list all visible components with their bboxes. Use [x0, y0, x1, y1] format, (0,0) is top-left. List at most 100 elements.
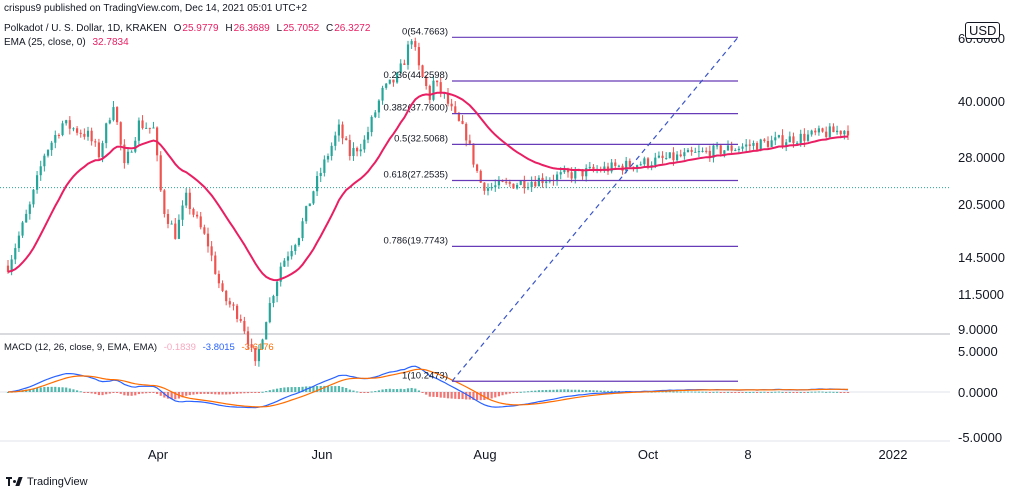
macd-histogram-bar — [697, 391, 700, 393]
macd-histogram-bar — [199, 392, 202, 394]
low-label: L — [276, 23, 283, 34]
candle-body — [221, 283, 224, 291]
macd-histogram-bar — [101, 392, 104, 396]
macd-histogram-bar — [846, 392, 850, 393]
macd-histogram-bar — [781, 391, 784, 393]
candle-body — [497, 180, 500, 186]
macd-histogram-bar — [705, 391, 708, 393]
candle-body — [177, 219, 180, 239]
macd-tick-label: 0.0000 — [958, 385, 998, 400]
candle-body — [192, 208, 195, 215]
candle-body — [745, 144, 748, 147]
fib-level-label: 0.5(32.5068) — [394, 133, 448, 144]
candle-body — [214, 255, 217, 274]
candle-body — [46, 150, 50, 156]
macd-histogram-bar — [283, 387, 286, 392]
macd-histogram-bar — [243, 392, 246, 394]
macd-histogram-bar — [472, 392, 475, 400]
currency-badge[interactable]: USD — [965, 22, 1001, 39]
macd-histogram-bar — [588, 390, 591, 392]
macd-line-value: -3.8015 — [202, 342, 235, 353]
macd-histogram-bar — [559, 389, 562, 392]
macd-histogram-bar — [756, 392, 759, 393]
candle-body — [410, 41, 413, 45]
candle-body — [326, 155, 330, 160]
candle-body — [505, 181, 508, 183]
macd-histogram-bar — [214, 392, 217, 395]
candle-body — [148, 127, 151, 129]
macd-histogram-bar — [606, 390, 610, 392]
macd-histogram-bar — [272, 389, 275, 392]
candle-body — [639, 164, 642, 166]
macd-histogram-bar — [570, 389, 573, 392]
candle-body — [366, 132, 370, 140]
candle-body — [719, 145, 722, 154]
macd-histogram-bar — [763, 391, 766, 393]
candle-body — [199, 216, 202, 228]
candle-body — [239, 318, 242, 321]
footer-brand[interactable]: TradingView — [6, 476, 88, 488]
candle-body — [203, 227, 206, 234]
macd-histogram-bar — [86, 392, 90, 393]
macd-histogram-bar — [330, 386, 333, 392]
candle-body — [90, 130, 93, 142]
candle-body — [806, 134, 810, 141]
macd-histogram-bar — [443, 392, 446, 398]
macd-histogram-bar — [399, 388, 402, 392]
candle-body — [374, 112, 377, 117]
macd-histogram-bar — [152, 392, 155, 393]
macd-histogram-bar — [843, 392, 846, 393]
macd-histogram-bar — [217, 392, 220, 395]
macd-histogram-bar — [534, 390, 537, 392]
macd-histogram-bar — [228, 392, 231, 395]
macd-histogram-bar — [388, 388, 391, 392]
macd-histogram-bar — [716, 391, 719, 393]
macd-histogram-bar — [541, 390, 544, 392]
macd-histogram-bar — [734, 392, 737, 393]
ema-legend: EMA (25, close, 0) 32.7834 — [4, 37, 129, 48]
candle-body — [363, 139, 366, 150]
candle-body — [476, 164, 479, 171]
macd-histogram-bar — [454, 392, 457, 399]
macd-histogram-bar — [828, 391, 831, 393]
macd-histogram-bar — [686, 391, 690, 393]
candle-body — [766, 141, 770, 147]
candle-body — [628, 160, 631, 167]
candle-body — [774, 137, 777, 141]
macd-histogram-bar — [457, 392, 460, 400]
candle-body — [123, 144, 126, 164]
candle-body — [585, 168, 588, 177]
candle-body — [796, 142, 799, 144]
macd-histogram-bar — [766, 392, 770, 393]
macd-histogram-bar — [585, 390, 588, 392]
macd-histogram-bar — [192, 392, 195, 395]
fib-level-label: 0.382(37.7600) — [384, 103, 448, 114]
macd-histogram-bar — [599, 390, 602, 392]
macd-histogram-bar — [72, 389, 75, 392]
macd-histogram-bar — [428, 392, 431, 397]
macd-histogram-bar — [526, 391, 530, 393]
candle-body — [359, 149, 362, 152]
macd-histogram-bar — [206, 392, 210, 394]
fib-level-label: 0.236(44.2598) — [384, 70, 448, 81]
candle-body — [246, 331, 250, 345]
macd-histogram-bar — [366, 392, 370, 393]
candle-body — [748, 144, 751, 146]
high-value: 26.3689 — [233, 23, 270, 34]
macd-tick-label: 5.0000 — [958, 344, 998, 359]
macd-histogram-bar — [552, 389, 555, 392]
macd-histogram-bar — [672, 391, 675, 393]
fib-level-label: 0(54.7663) — [402, 26, 448, 37]
macd-histogram-bar — [614, 390, 617, 392]
candle-body — [690, 149, 693, 152]
macd-histogram-bar — [221, 392, 224, 395]
macd-histogram-bar — [337, 386, 340, 392]
open-label: O — [173, 23, 182, 34]
macd-histogram-bar — [465, 392, 468, 400]
candle-body — [610, 162, 613, 172]
candle-body — [777, 135, 780, 138]
candle-body — [337, 124, 340, 136]
time-tick-label: Oct — [638, 447, 659, 462]
candle-body — [723, 150, 726, 154]
